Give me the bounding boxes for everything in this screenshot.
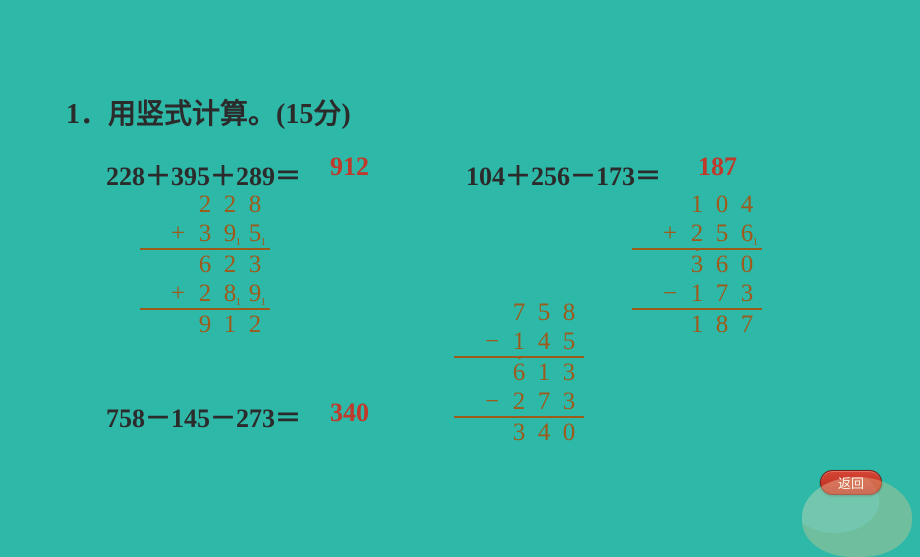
problem-2-expression: 104＋256－173＝ (466, 156, 661, 193)
problem-3-answer: 340 (330, 398, 369, 428)
problem-2-answer: 187 (698, 152, 737, 182)
problem-1-answer: 912 (330, 152, 369, 182)
decorative-shape (802, 477, 912, 557)
problem-3-expression: 758－145－273＝ (106, 398, 301, 435)
question-title: 1．用竖式计算。(15分) (66, 92, 351, 132)
problem-1-expression: 228＋395＋289＝ (106, 156, 301, 193)
slide-content: 1．用竖式计算。(15分) 228＋395＋289＝ 912 104＋256－1… (0, 0, 920, 517)
vertical-work-1: 228+39151623+28191912 (140, 190, 270, 339)
vertical-work-2: 758−145613−273340 (454, 298, 584, 447)
vertical-work-3: 104+2561360−173187 (632, 190, 762, 339)
